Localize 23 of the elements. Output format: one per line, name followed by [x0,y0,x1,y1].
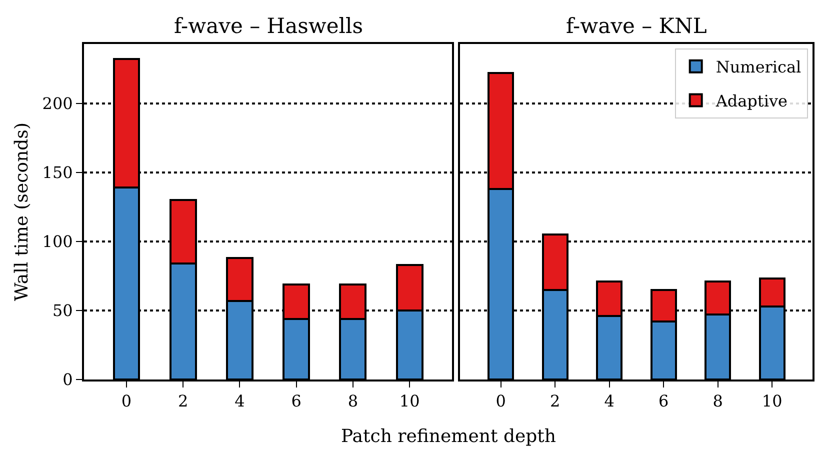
x-tick-label: 2 [178,392,188,411]
x-tick-label: 10 [762,392,782,411]
y-tick-label: 100 [42,232,73,252]
x-tick-label: 4 [604,392,614,411]
y-axis-title: Wall time (seconds) [12,122,33,302]
x-tick-label: 6 [291,392,302,411]
x-tick-label: 2 [550,392,560,411]
y-tick-label: 150 [42,163,73,182]
y-tick-label: 0 [62,370,73,390]
x-tick-label: 8 [712,392,723,411]
y-tick-label: 200 [42,94,73,113]
chart-title: f-wave – KNL [566,14,707,38]
x-tick-label: 4 [234,392,245,411]
x-tick-label: 0 [496,392,506,411]
x-tick-label: 8 [348,392,358,411]
legend-label: Adaptive [714,91,788,110]
y-tick-label: 50 [52,301,73,320]
x-axis-title: Patch refinement depth [341,426,556,447]
x-tick-label: 6 [658,392,669,411]
x-tick-label: 0 [121,392,132,411]
chart-title: f-wave – Haswells [174,14,363,38]
x-tick-label: 10 [399,392,420,411]
legend-label: Numerical [716,58,802,77]
